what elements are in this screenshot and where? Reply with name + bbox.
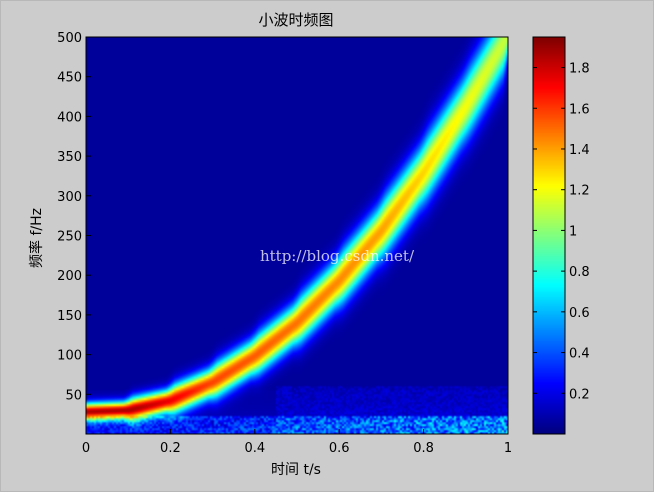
colorbar-frame [532, 36, 566, 435]
x-tick-label: 0.8 [413, 441, 434, 456]
y-tick-label: 150 [57, 309, 82, 324]
x-tick-label: 0 [82, 441, 90, 456]
colorbar-tick-label: 0.2 [569, 387, 590, 402]
colorbar-tick-label: 0.8 [569, 265, 590, 280]
x-tick-label: 0.4 [244, 441, 265, 456]
colorbar-tick-label: 1.8 [569, 62, 590, 77]
y-axis-label: 频率 f/Hz [28, 208, 45, 268]
x-axis: 0 0.2 0.4 0.6 0.8 1 [82, 429, 512, 456]
colorbar-tick-label: 1.2 [569, 184, 590, 199]
y-tick-label: 500 [57, 31, 82, 46]
x-tick-label: 1 [504, 441, 512, 456]
colorbar-tick-label: 1 [569, 224, 577, 239]
heatmap [86, 37, 508, 434]
colorbar-tick-label: 1.4 [569, 143, 590, 158]
colorbar-tick-label: 0.6 [569, 306, 590, 321]
y-tick-label: 200 [57, 269, 82, 284]
y-axis: 50 100 150 200 250 300 350 400 450 500 [57, 31, 91, 403]
y-tick-label: 50 [65, 388, 82, 403]
x-tick-label: 0.2 [160, 441, 181, 456]
colorbar: 0.2 0.4 0.6 0.8 1 1.2 1.4 1.6 1.8 [532, 36, 590, 435]
x-tick-label: 0.6 [329, 441, 350, 456]
y-tick-label: 350 [57, 150, 82, 165]
colorbar-tick-label: 1.6 [569, 102, 590, 117]
y-tick-label: 100 [57, 349, 82, 364]
colorbar-gradient [533, 37, 565, 434]
colorbar-tick-label: 0.4 [569, 347, 590, 362]
watermark: http://blog.csdn.net/ [260, 247, 415, 265]
heatmap-image [86, 37, 508, 434]
x-axis-label: 时间 t/s [271, 462, 321, 478]
y-tick-label: 400 [57, 110, 82, 125]
y-tick-label: 250 [57, 230, 82, 245]
y-tick-label: 300 [57, 190, 82, 205]
chart-title: 小波时频图 [258, 11, 333, 29]
y-tick-label: 450 [57, 71, 82, 86]
